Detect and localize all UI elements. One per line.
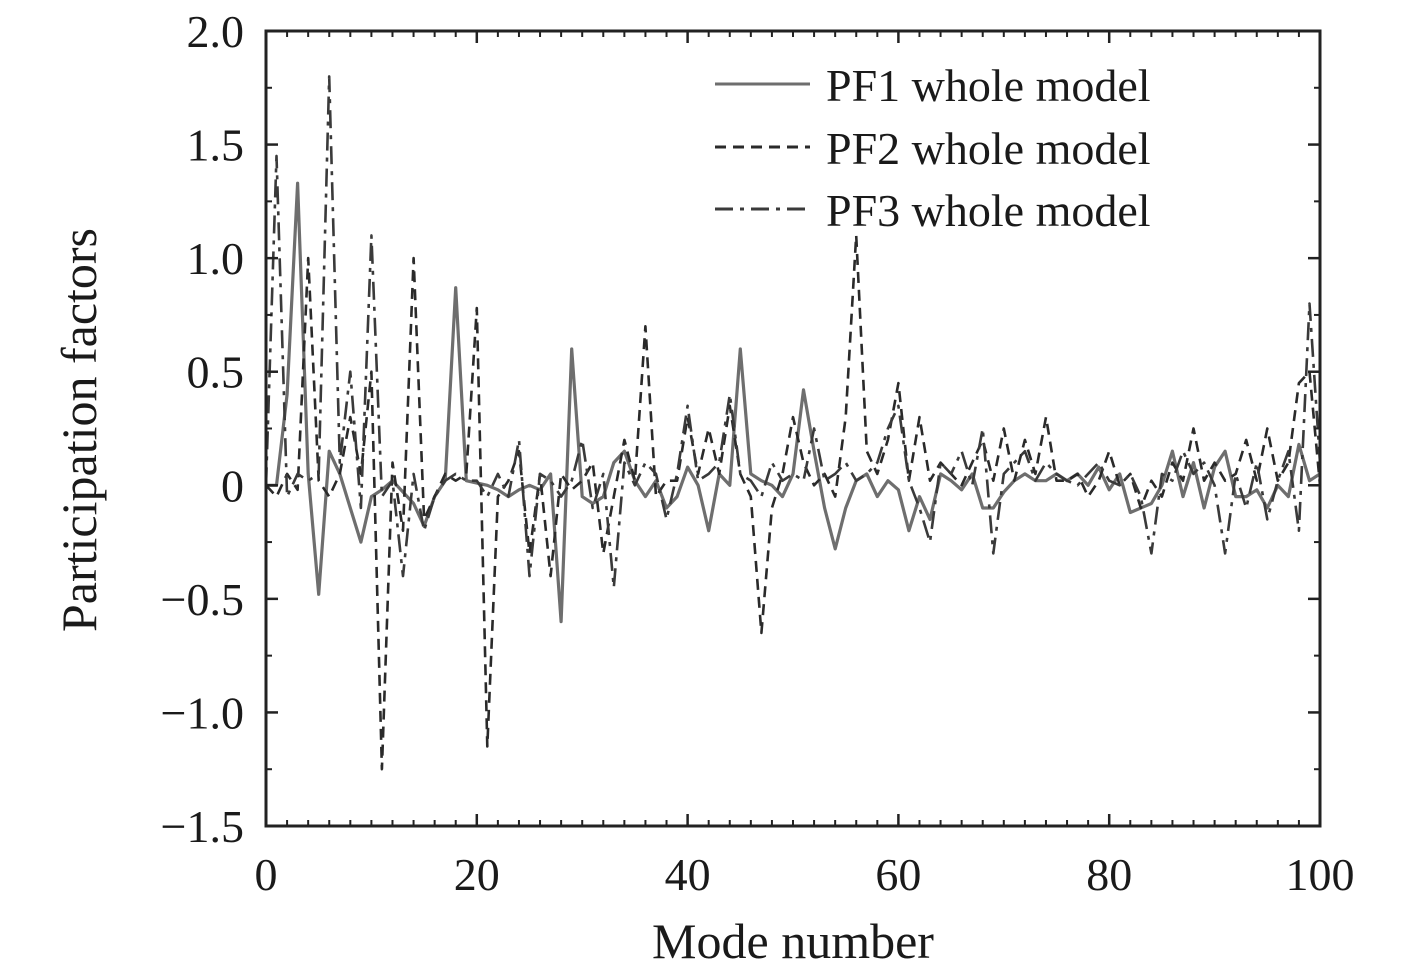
y-tick-label: −0.5 [161,574,244,625]
x-tick-label: 80 [1086,849,1132,900]
x-tick-label: 0 [255,849,278,900]
ticks-layer: 0 20 40 60 80 100 2.0 1.5 1.0 0.5 0 −0.5 −1.0 −1.5 [161,6,1355,900]
y-tick-label: 1.5 [187,120,245,171]
x-tick-label: 60 [875,849,921,900]
legend-label-pf1: PF1 whole model [826,60,1151,111]
series-line-pf1 [266,181,1321,624]
y-tick-label: 0.5 [187,347,245,398]
y-tick-label: −1.5 [161,801,244,852]
series-line-pf3 [264,75,1322,589]
y-tick-label: 2.0 [187,6,245,57]
x-tick-label: 100 [1286,849,1355,900]
x-tick-label: 40 [665,849,711,900]
series-line-pf2 [265,234,1322,771]
x-axis-title: Mode number [652,913,934,969]
legend-label-pf3: PF3 whole model [826,185,1151,236]
legend: PF1 whole model PF2 whole model PF3 whol… [715,60,1151,236]
y-axis-title: Participation factors [51,228,107,632]
series-layer [264,75,1322,771]
y-tick-label: 1.0 [187,233,245,284]
x-tick-label: 20 [454,849,500,900]
legend-label-pf2: PF2 whole model [826,123,1151,174]
y-tick-label: 0 [221,460,244,511]
y-tick-label: −1.0 [161,687,244,738]
plot-frame [264,29,1322,828]
